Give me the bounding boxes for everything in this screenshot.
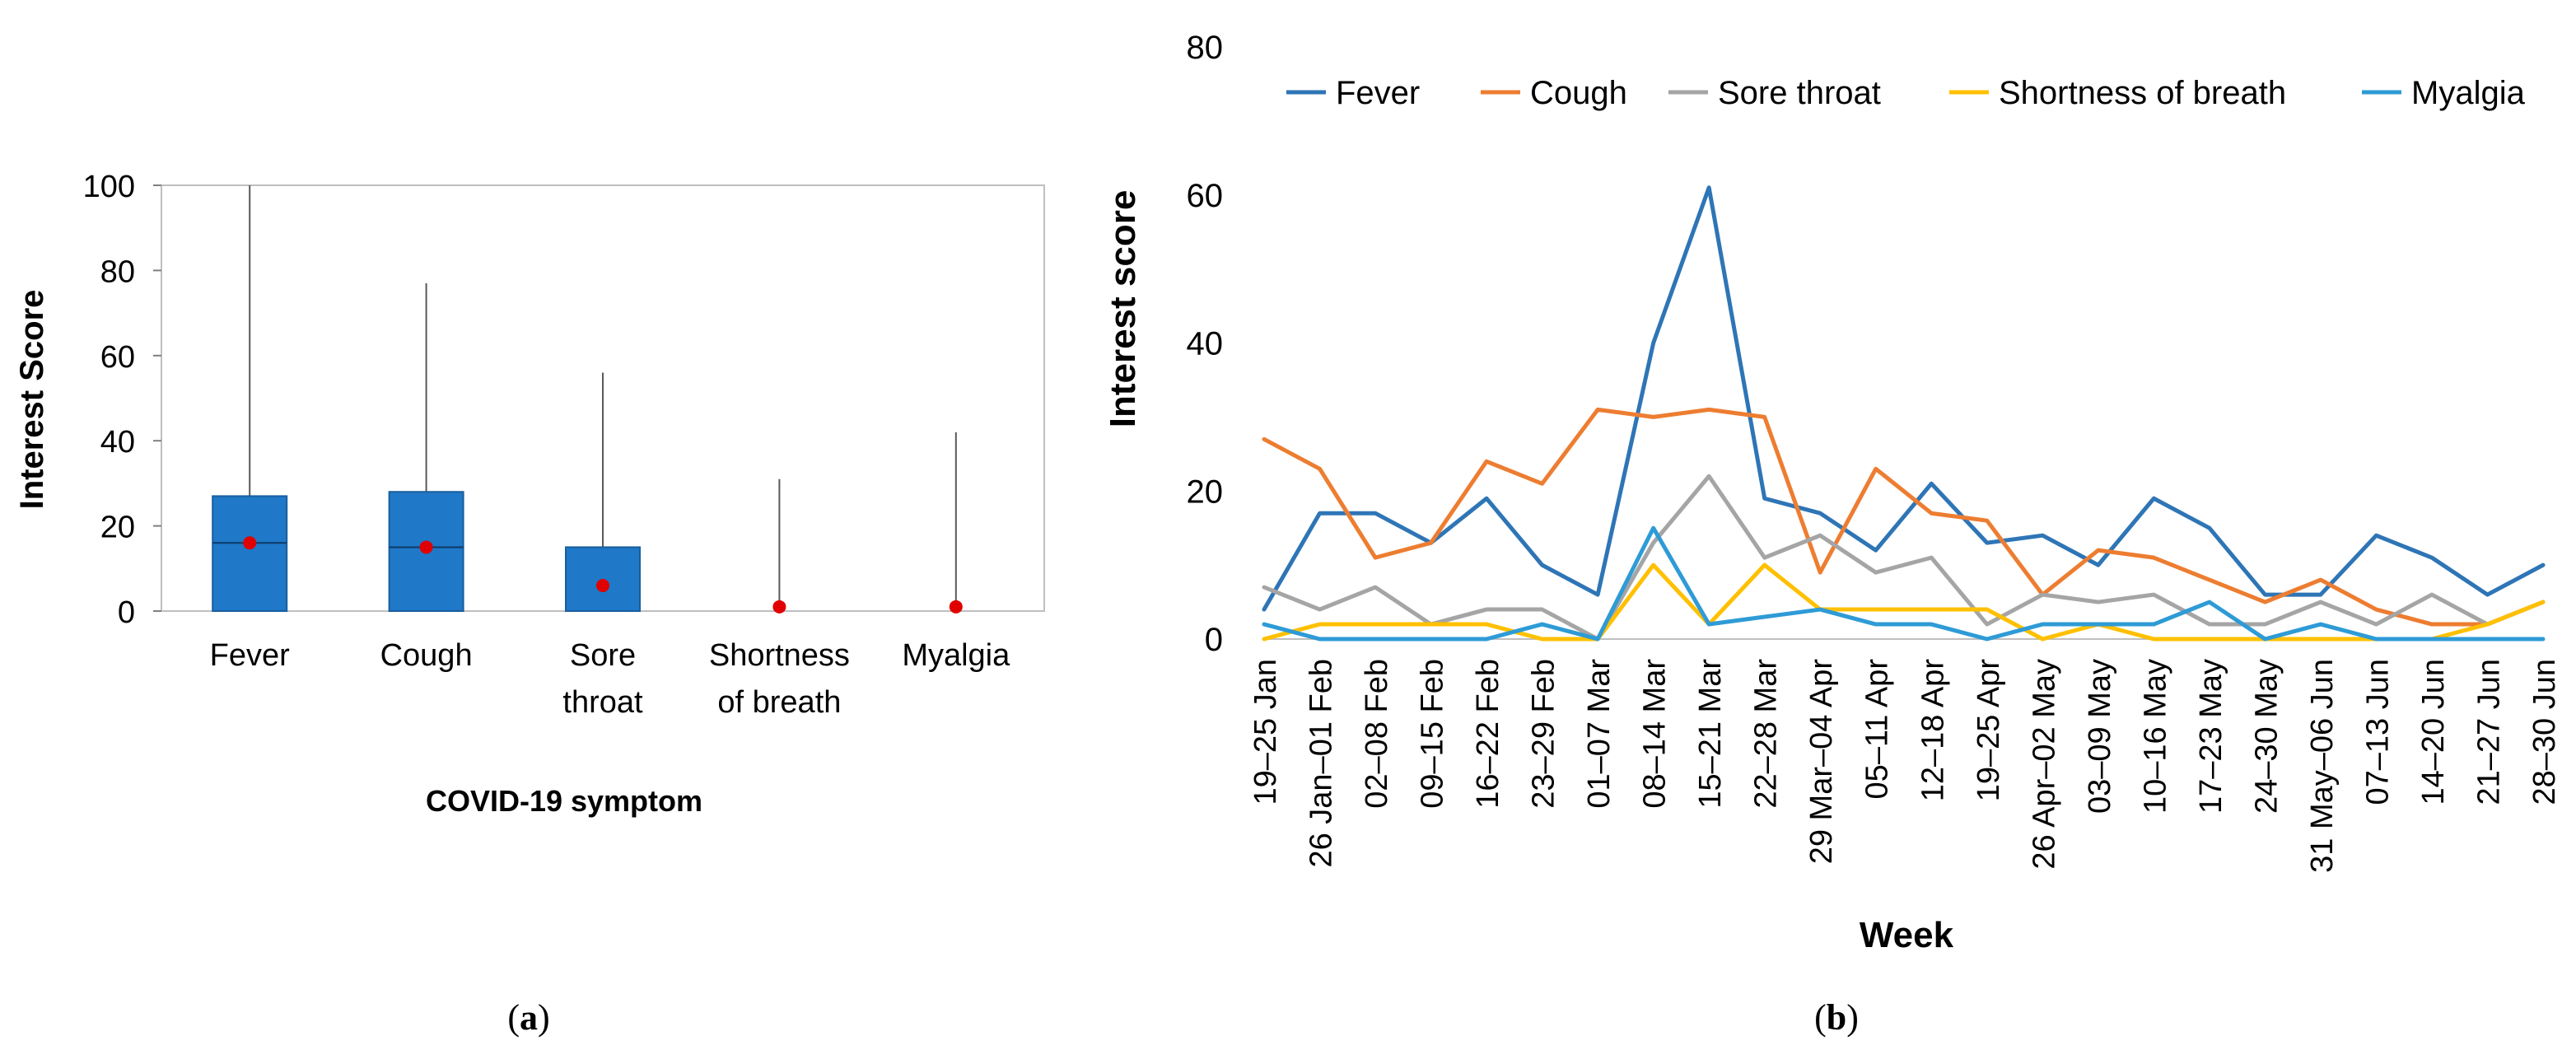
panel-b-caption-open: ( (1814, 997, 1827, 1038)
panel-b-x-tick-label: 28–30 Jun (2527, 659, 2562, 805)
panel-b-series-line-cough (1262, 407, 2546, 627)
panel-b-x-tick-label: 19–25 Jan (1248, 659, 1283, 805)
panel-a-y-tick-label: 40 (100, 425, 135, 460)
panel-b-x-tick-label: 23–29 Feb (1527, 659, 1561, 809)
panel-b-y-tick-label: 20 (1187, 474, 1224, 510)
panel-b-x-tick-label: 31 May–06 Jun (2305, 659, 2340, 873)
panel-a-mean-dot (949, 600, 963, 614)
panel-b-y-ticks: 0 20 40 60 80 (1187, 30, 1224, 658)
panel-a-x-tick-label: Fever (210, 638, 290, 673)
panel-a-caption-open: ( (507, 997, 520, 1038)
panel-a-x-axis-label: COVID-19 symptom (426, 784, 702, 818)
panel-a-x-tick-label: Sore (570, 638, 636, 673)
panel-a-box (212, 495, 288, 612)
panel-b-y-axis-label: Interest score (1103, 190, 1143, 428)
panel-a-caption-close: ) (538, 997, 550, 1038)
panel-b-x-tick-label: 24–30 May (2249, 659, 2284, 814)
panel-b-y-tick-label: 80 (1187, 30, 1224, 66)
panel-b-x-tick-label: 09–15 Feb (1416, 659, 1450, 809)
panel-a-mean-dot (419, 540, 433, 554)
panel-b-legend-label: Fever (1336, 75, 1420, 111)
panel-b-x-tick-label: 12–18 Apr (1916, 659, 1950, 802)
panel-b-x-tick-label: 08–14 Mar (1638, 659, 1673, 809)
panel-b-y-tick-label: 0 (1205, 622, 1223, 658)
panel-b-caption-close: ) (1846, 997, 1859, 1038)
panel-a-y-tick-label: 20 (100, 511, 135, 545)
panel-b-x-tick-label: 15–21 Mar (1693, 659, 1728, 809)
panel-a-mean-dot (596, 578, 609, 592)
panel-a-x-tick-label: of breath (717, 685, 841, 720)
panel-b-legend-label: Myalgia (2411, 75, 2526, 111)
panel-a-x-tick-label: throat (562, 685, 643, 720)
panel-a-y-tick-label: 0 (118, 595, 135, 630)
panel-b-series (1262, 185, 2546, 642)
panel-a-mean-dot (772, 600, 786, 614)
panel-b-x-tick-label: 17–23 May (2194, 659, 2228, 814)
panel-b-x-tick-label: 26 Jan–01 Feb (1304, 659, 1339, 868)
panel-b-caption-letter: b (1827, 997, 1846, 1038)
panel-a-y-axis-label: Interest Score (14, 290, 50, 510)
panel-b-x-tick-label: 22–28 Mar (1749, 659, 1784, 809)
panel-b-x-tick-label: 26 Apr–02 May (2027, 659, 2061, 870)
panel-a-boxplot: 0 20 40 60 80 100 Fever Cough Sore throat Shortne… (14, 170, 1045, 1038)
panel-b-legend-label: Shortness of breath (1999, 75, 2286, 111)
panel-b-y-tick-label: 40 (1187, 326, 1224, 362)
panel-b-x-tick-label: 16–22 Feb (1471, 659, 1505, 809)
panel-b-x-tick-label: 19–25 Apr (1972, 659, 2006, 802)
panel-b-legend-label: Sore throat (1718, 75, 1881, 111)
panel-b-x-axis-label: Week (1860, 915, 1954, 955)
panel-a-mean-dot (243, 536, 257, 550)
panel-a-caption-letter: a (520, 997, 538, 1038)
panel-b-series-line-fever (1262, 185, 2546, 612)
panel-b-series-line-sore-throat (1262, 474, 2546, 642)
panel-a-x-ticks: Fever Cough Sore throat Shortness of breath My… (210, 638, 1011, 720)
panel-b-line-chart: 0 20 40 60 80 19–25 Jan 26 Jan–01 Feb 02–08 Fe… (1103, 30, 2562, 1038)
panel-b-legend: Fever Cough Sore throat Shortness of breath… (1286, 75, 2526, 111)
panel-a-caption: (a) (507, 997, 549, 1038)
panel-b-x-tick-label: 03–09 May (2083, 659, 2117, 814)
panel-b-x-ticks: 19–25 Jan 26 Jan–01 Feb 02–08 Feb 09–15 Feb… (1248, 659, 2562, 873)
panel-b-x-tick-label: 29 Mar–04 Apr (1804, 659, 1839, 865)
panel-b-x-tick-label: 10–16 May (2138, 659, 2172, 814)
panel-b-x-tick-label: 14–20 Jun (2416, 659, 2451, 805)
panel-b-series-line-myalgia (1262, 525, 2546, 642)
panel-b-y-tick-label: 60 (1187, 178, 1224, 214)
panel-b-x-tick-label: 01–07 Mar (1582, 659, 1617, 809)
panel-a-x-tick-label: Myalgia (902, 638, 1010, 673)
panel-a-x-tick-label: Cough (380, 638, 473, 673)
panel-a-y-tick-label: 60 (100, 340, 135, 375)
panel-a-boxes (212, 185, 963, 614)
panel-a-y-ticks: 0 20 40 60 80 100 (83, 170, 161, 630)
panel-a-x-tick-label: Shortness (709, 638, 850, 673)
panel-b-x-tick-label: 21–27 Jun (2471, 659, 2506, 805)
panel-b-series-line-shortness-of-breath (1262, 562, 2546, 642)
panel-b-x-tick-label: 05–11 Apr (1860, 659, 1895, 800)
panel-b-legend-label: Cough (1530, 75, 1627, 111)
panel-b-x-tick-label: 02–08 Feb (1360, 659, 1394, 809)
panel-a-y-tick-label: 100 (83, 170, 135, 204)
panel-b-caption: (b) (1814, 997, 1859, 1038)
panel-a-y-tick-label: 80 (100, 254, 135, 289)
panel-b-x-tick-label: 07–13 Jun (2360, 659, 2395, 805)
